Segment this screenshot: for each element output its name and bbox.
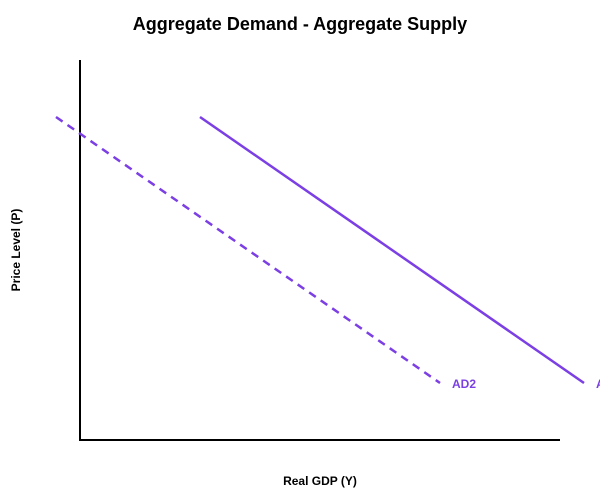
x-axis-label: Real GDP (Y) bbox=[283, 474, 357, 488]
y-axis-label: Price Level (P) bbox=[9, 209, 23, 292]
chart-title: Aggregate Demand - Aggregate Supply bbox=[133, 14, 467, 34]
series-label-ad: AD bbox=[596, 377, 600, 391]
series-line-ad2 bbox=[55, 115, 441, 385]
series-line-ad bbox=[199, 115, 585, 385]
series-layer: AD2 AD bbox=[55, 115, 600, 391]
series-label-ad2: AD2 bbox=[452, 377, 476, 391]
